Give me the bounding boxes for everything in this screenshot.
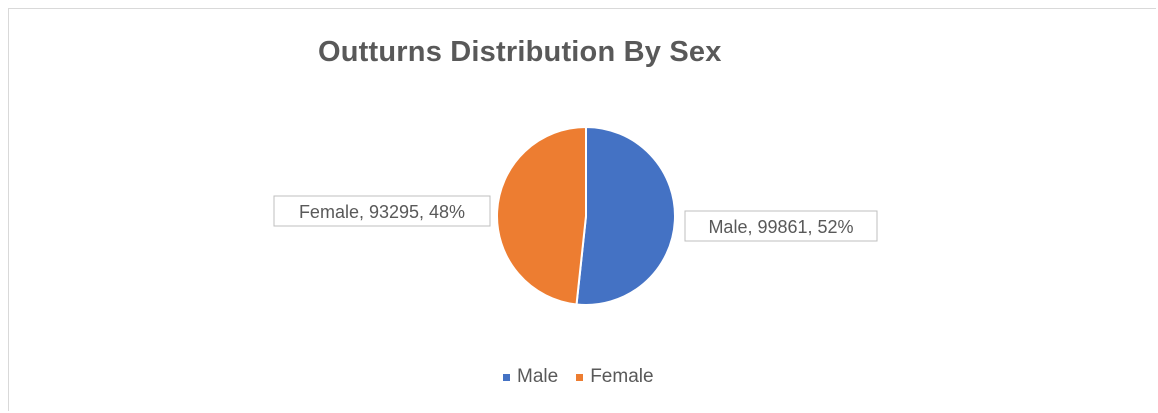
- chart-title: Outturns Distribution By Sex: [318, 36, 722, 68]
- legend-label-female: Female: [590, 366, 654, 387]
- pie-slice-male: [575, 125, 676, 306]
- data-label-box-female: [273, 195, 491, 227]
- legend-swatch-male: [503, 373, 510, 381]
- data-label-box-male: [684, 210, 878, 242]
- data-label-female: Female, 93295, 48%: [299, 202, 465, 222]
- chart-area: [8, 8, 1156, 411]
- legend-label-male: Male: [517, 366, 559, 387]
- data-label-male: Male, 99861, 52%: [708, 217, 853, 237]
- legend-item-female: Female: [576, 366, 654, 388]
- legend-item-male: Male: [503, 366, 558, 388]
- legend: Male Female: [503, 366, 672, 388]
- legend-swatch-female: [576, 373, 584, 381]
- pie-slice-female: [496, 125, 587, 306]
